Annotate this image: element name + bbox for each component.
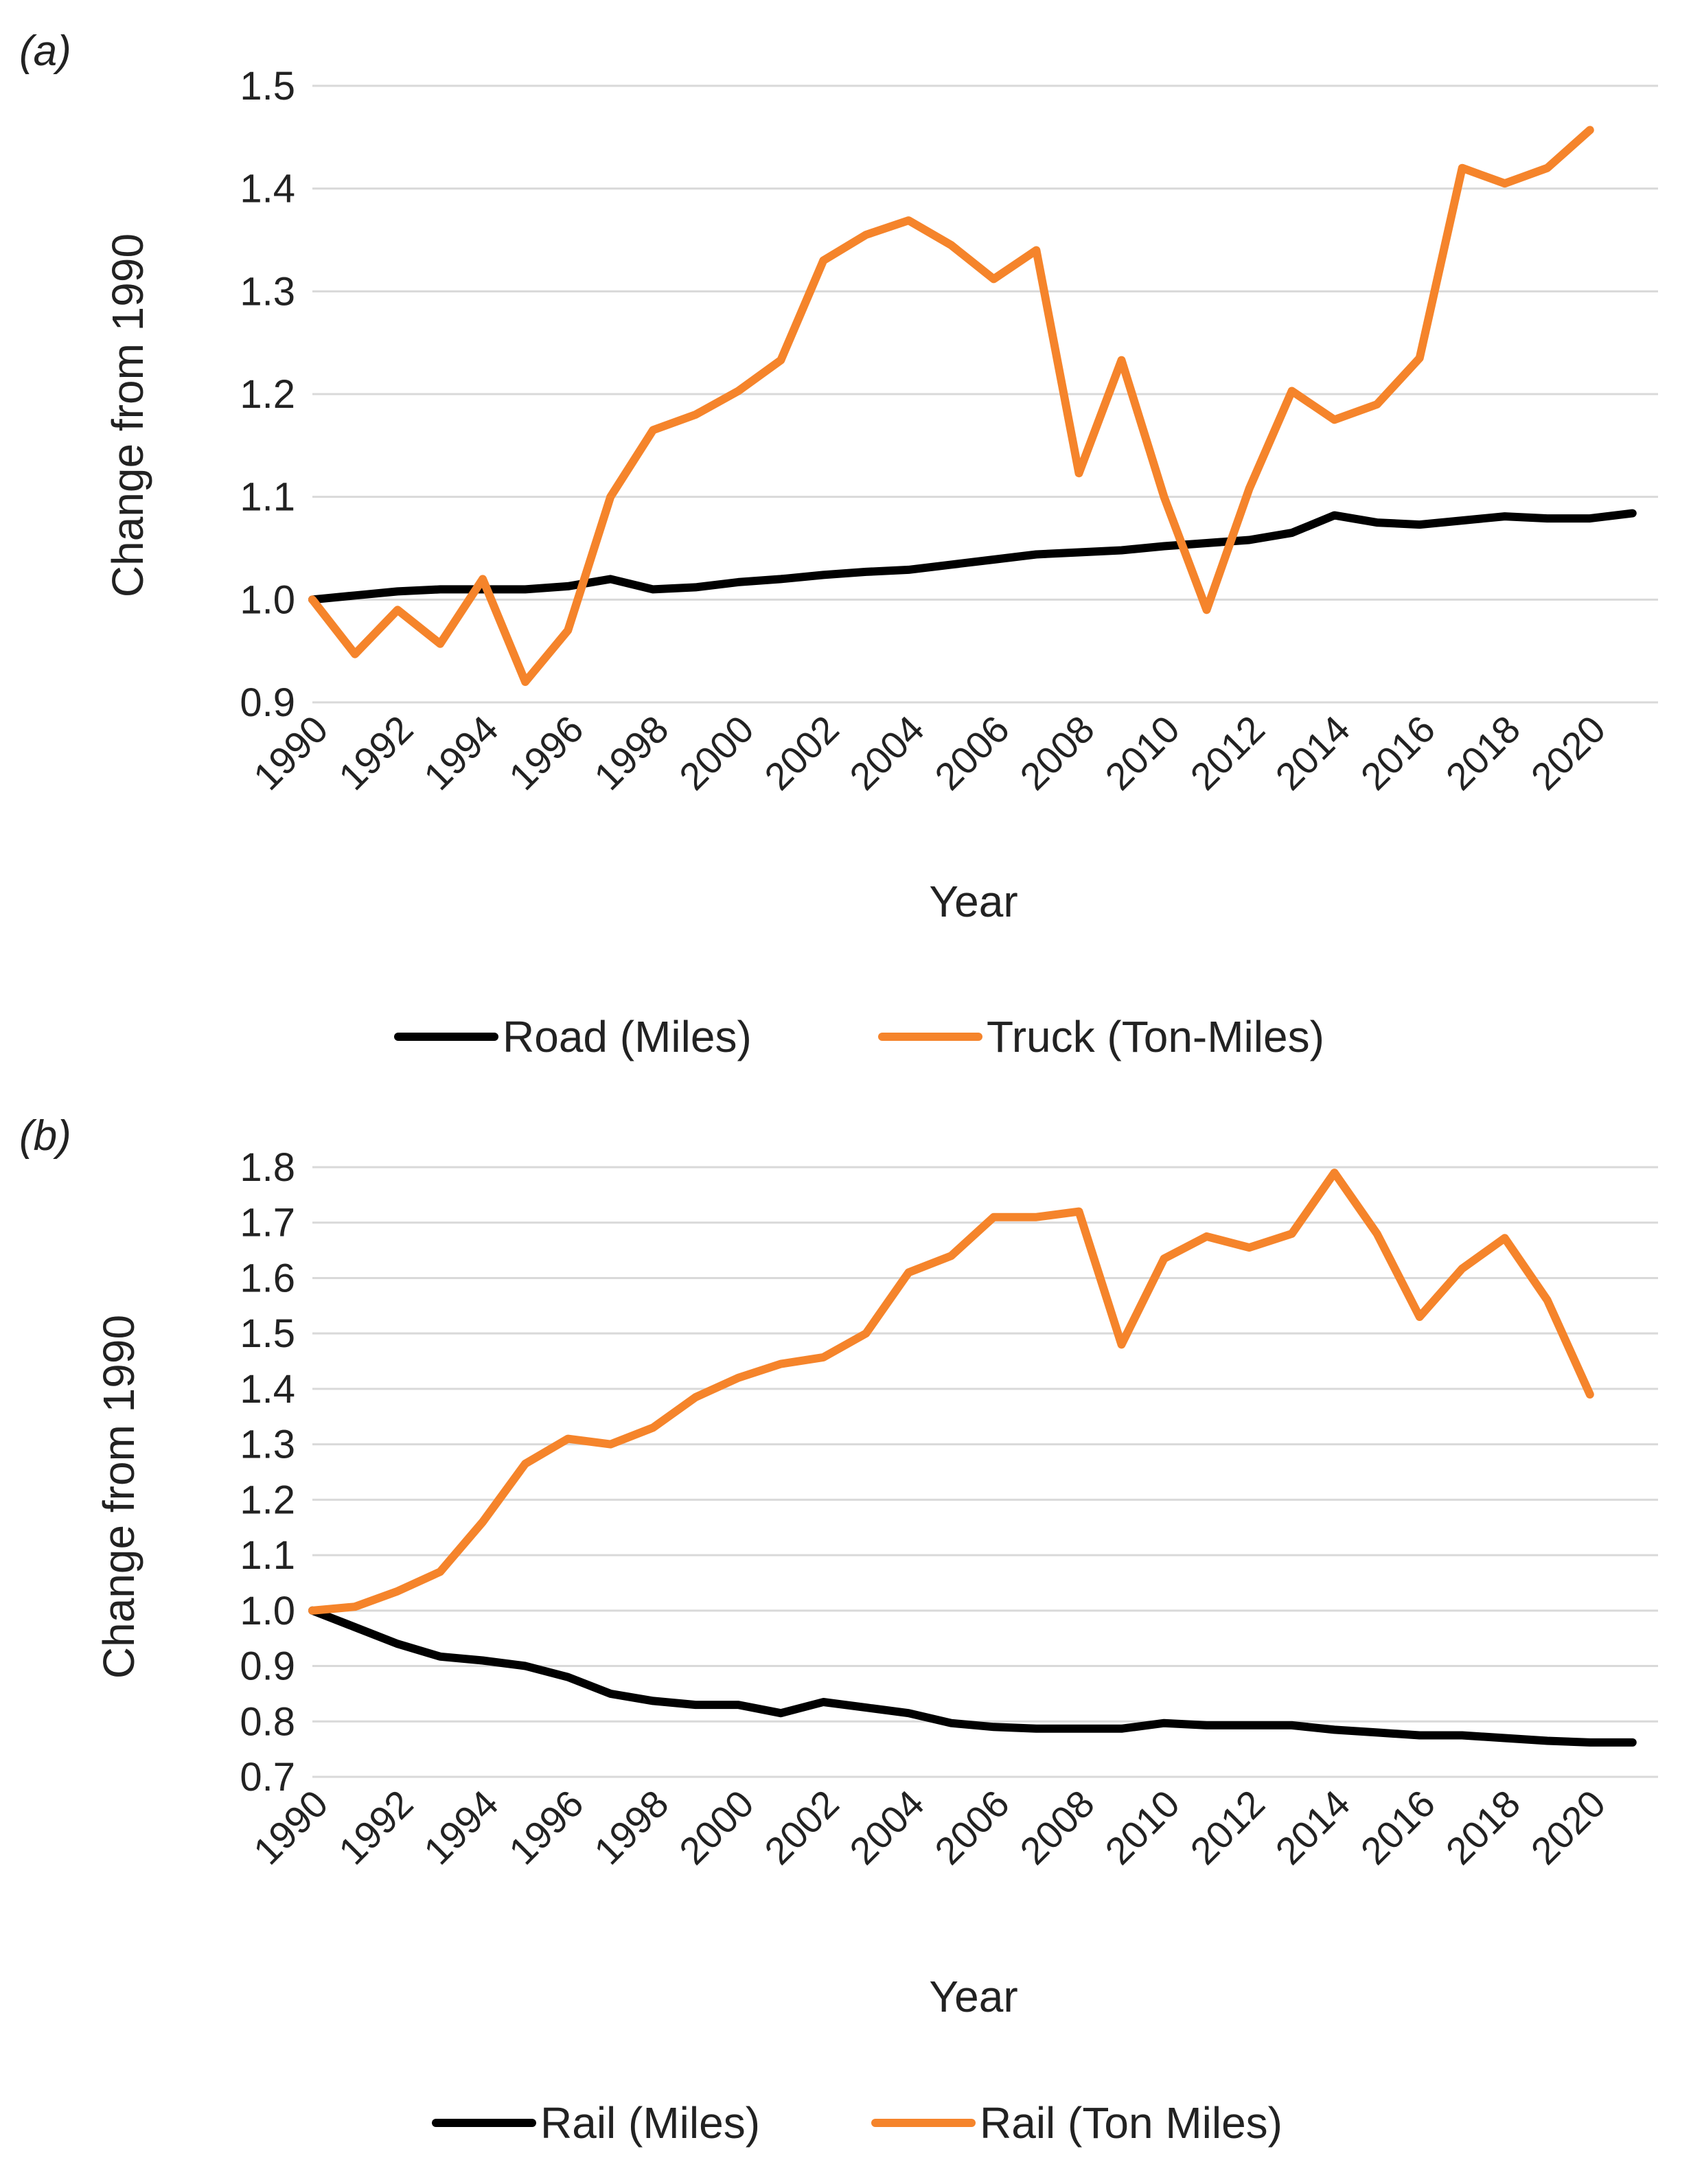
x-tick-label-b: 2008 [1011,1782,1103,1873]
panel-label-a: (a) [19,27,71,75]
legend-label-road-miles: Road (Miles) [503,1012,752,1061]
x-tick-label-a: 2006 [926,707,1017,798]
x-tick-label-a: 1998 [586,707,677,798]
x-tick-label-a: 2000 [671,707,762,798]
y-tick-label-b: 1.1 [240,1533,295,1578]
x-tick-label-b: 1994 [415,1782,507,1873]
x-tick-label-a: 2014 [1267,707,1358,798]
y-tick-label-b: 1.5 [240,1311,295,1356]
y-tick-label-a: 1.4 [240,167,295,211]
y-tick-label-b: 1.3 [240,1423,295,1467]
legend-b: Rail (Miles) Rail (Ton Miles) [432,2098,1282,2148]
y-tick-label-b: 0.8 [240,1699,295,1744]
y-tick-label-a: 1.3 [240,269,295,314]
x-axis-title-b: Year [929,1972,1017,2021]
x-tick-label-b: 2016 [1353,1782,1444,1873]
y-tick-label-b: 1.7 [240,1201,295,1245]
chart-panel-b: (b) 0.7 0.8 0.9 1.0 1.1 1.2 1.3 1.4 1.5 1.6 1.7 1.8… [19,1112,1658,2148]
x-tick-label-a: 2008 [1011,707,1103,798]
x-tick-label-b: 1992 [330,1782,422,1873]
y-tick-label-b: 1.0 [240,1589,295,1633]
y-tick-label-b: 0.7 [240,1755,295,1800]
x-tick-label-a: 2020 [1523,707,1614,798]
x-tick-label-a: 2018 [1438,707,1529,798]
y-tick-label-a: 1.0 [240,577,295,622]
x-tick-label-a: 1992 [330,707,422,798]
x-tick-label-a: 2002 [756,707,847,798]
y-tick-label-b: 1.8 [240,1145,295,1190]
x-axis-title-a: Year [929,877,1017,926]
y-tick-label-b: 1.6 [240,1256,295,1300]
x-tick-label-a: 1996 [501,707,592,798]
series-line-a-road-miles [308,509,1637,604]
panel-label-b: (b) [19,1112,71,1160]
x-tick-label-b: 2004 [841,1782,932,1873]
x-tick-label-b: 2018 [1438,1782,1529,1873]
y-axis-title-a: Change from 1990 [103,233,152,597]
legend-label-truck-ton-miles: Truck (Ton-Miles) [987,1012,1324,1061]
x-tick-label-b: 2012 [1182,1782,1273,1873]
x-tick-label-a: 2016 [1353,707,1444,798]
x-tick-label-a: 2004 [841,707,932,798]
x-tick-label-b: 2002 [756,1782,847,1873]
series-line-b-rail-miles [308,1606,1637,1747]
y-axis-title-b: Change from 1990 [94,1315,143,1679]
x-tick-label-a: 1994 [415,707,507,798]
x-tick-label-b: 2020 [1523,1782,1614,1873]
y-tick-label-b: 0.9 [240,1644,295,1689]
x-tick-label-b: 2014 [1267,1782,1358,1873]
y-tick-label-b: 1.2 [240,1478,295,1522]
x-tick-label-a: 2012 [1182,707,1273,798]
x-tick-label-b: 1996 [501,1782,592,1873]
x-tick-label-b: 2006 [926,1782,1017,1873]
x-tick-label-b: 1998 [586,1782,677,1873]
y-tick-label-a: 0.9 [240,680,295,725]
legend-label-rail-miles: Rail (Miles) [540,2098,760,2148]
chart-panel-a: (a) 0.91.01.11.21.31.41.5 19901992199419… [19,27,1658,1061]
y-tick-label-a: 1.2 [240,372,295,417]
series-line-b-rail-ton-miles [308,1169,1594,1615]
x-tick-label-a: 2010 [1096,707,1188,798]
series-line-a-truck-ton-miles [308,126,1594,687]
y-tick-label-b: 1.4 [240,1367,295,1412]
y-tick-label-a: 1.1 [240,475,295,520]
y-tick-label-a: 1.5 [240,64,295,108]
legend-a: Road (Miles) Truck (Ton-Miles) [394,1012,1324,1061]
legend-label-rail-ton-miles: Rail (Ton Miles) [980,2098,1282,2148]
x-tick-label-b: 2000 [671,1782,762,1873]
x-tick-label-b: 2010 [1096,1782,1188,1873]
